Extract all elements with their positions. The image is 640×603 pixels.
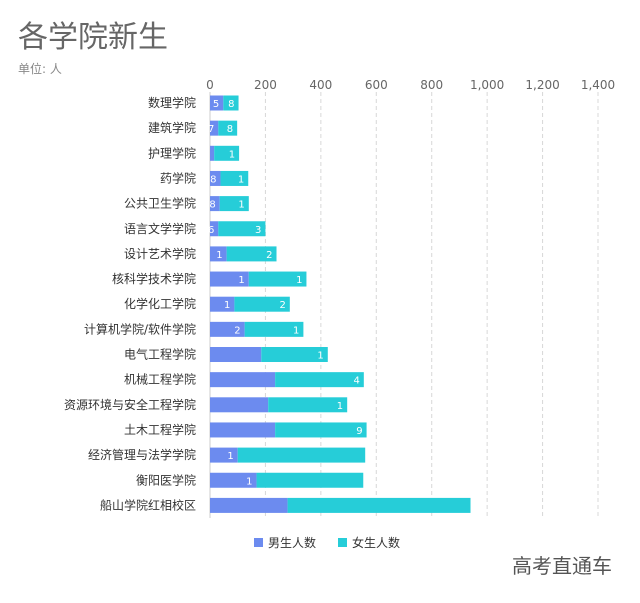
bar-male xyxy=(210,271,249,287)
bar-female xyxy=(234,296,290,312)
watermark: 高考直通车 xyxy=(512,554,612,578)
bar-value-label: 1 xyxy=(246,476,252,487)
category-label: 电气工程学院 xyxy=(124,347,196,362)
bar-female xyxy=(275,422,367,438)
bar-female xyxy=(219,196,249,212)
x-tick-label: 200 xyxy=(254,78,277,92)
bar-value-label: 1 xyxy=(227,451,233,462)
bar-value-label: 1 xyxy=(337,401,343,412)
bar-value-label: 7 xyxy=(208,124,214,135)
bar-male xyxy=(210,221,219,237)
bar-male xyxy=(210,472,257,488)
bar-value-label: 6 xyxy=(208,225,214,236)
bar-female xyxy=(287,497,471,513)
bar-female xyxy=(220,170,249,186)
bar-value-label: 8 xyxy=(210,174,216,185)
bar-value-label: 1 xyxy=(293,325,299,336)
legend-label-female: 女生人数 xyxy=(352,535,400,550)
bar-male xyxy=(210,145,215,161)
legend-label-male: 男生人数 xyxy=(268,535,316,550)
bar-male xyxy=(210,196,220,212)
bar-male xyxy=(210,120,219,136)
x-tick-label: 600 xyxy=(365,78,388,92)
category-label: 衡阳医学院 xyxy=(136,472,196,487)
bar-female xyxy=(244,321,304,337)
category-label: 建筑学院 xyxy=(148,120,196,135)
category-label: 船山学院红相校区 xyxy=(100,497,196,512)
category-label: 核科学技术学院 xyxy=(112,271,196,286)
bar-male xyxy=(210,372,276,388)
category-label: 数理学院 xyxy=(148,95,196,110)
x-tick-label: 800 xyxy=(420,78,443,92)
category-label: 化学化工学院 xyxy=(124,296,196,311)
bar-male xyxy=(210,296,235,312)
bar-male xyxy=(210,347,262,362)
bar-value-label: 1 xyxy=(317,351,323,362)
category-label: 计算机学院/软件学院 xyxy=(84,321,196,336)
category-label: 药学院 xyxy=(160,170,196,185)
bar-value-label: 8 xyxy=(228,99,234,110)
bar-female xyxy=(223,95,239,111)
bar-value-label: 1 xyxy=(296,275,302,286)
legend-swatch-male xyxy=(254,538,263,547)
bar-value-label: 1 xyxy=(224,300,230,311)
bar-value-label: 2 xyxy=(234,325,240,336)
bar-value-label: 1 xyxy=(216,250,222,261)
bar-female xyxy=(237,447,366,463)
bar-male xyxy=(210,321,245,337)
category-label: 语言文学学院 xyxy=(124,221,196,236)
chart-unit: 单位: 人 xyxy=(18,62,62,76)
bar-value-label: 8 xyxy=(209,200,215,211)
x-tick-label: 1,000 xyxy=(470,78,504,92)
bar-male xyxy=(210,246,227,262)
category-label: 护理学院 xyxy=(148,145,196,160)
bar-male xyxy=(210,447,238,463)
bar-male xyxy=(210,422,276,438)
bar-value-label: 1 xyxy=(238,275,244,286)
category-label: 设计艺术学院 xyxy=(124,246,196,261)
bar-male xyxy=(210,397,269,413)
legend-swatch-female xyxy=(338,538,347,547)
category-label: 资源环境与安全工程学院 xyxy=(64,397,196,412)
bar-value-label: 1 xyxy=(204,149,210,160)
bar-male xyxy=(210,170,221,186)
bar-female xyxy=(256,472,364,488)
x-tick-label: 1,200 xyxy=(525,78,559,92)
x-tick-label: 400 xyxy=(309,78,332,92)
bar-value-label: 2 xyxy=(266,250,272,261)
bar-value-label: 3 xyxy=(255,225,261,236)
bar-value-label: 4 xyxy=(353,376,359,387)
bar-value-label: 1 xyxy=(238,200,244,211)
bar-female xyxy=(261,347,328,362)
bar-female xyxy=(275,372,364,388)
bar-female xyxy=(218,120,238,136)
category-label: 机械工程学院 xyxy=(124,372,196,387)
bar-value-label: 2 xyxy=(279,300,285,311)
x-tick-label: 0 xyxy=(206,78,214,92)
category-label: 公共卫生学院 xyxy=(124,196,196,211)
category-label: 土木工程学院 xyxy=(124,422,196,437)
category-label: 经济管理与法学学院 xyxy=(88,447,196,462)
bar-value-label: 9 xyxy=(356,426,362,437)
bar-value-label: 8 xyxy=(227,124,233,135)
x-tick-label: 1,400 xyxy=(581,78,615,92)
bar-female xyxy=(226,246,277,262)
bar-male xyxy=(210,95,224,111)
bar-female xyxy=(248,271,307,287)
bar-value-label: 1 xyxy=(238,174,244,185)
bar-female xyxy=(268,397,348,413)
bar-female xyxy=(218,221,266,237)
bar-value-label: 5 xyxy=(213,99,219,110)
chart-title: 各学院新生 xyxy=(18,20,168,55)
bar-female xyxy=(214,145,240,161)
bar-value-label: 1 xyxy=(229,149,235,160)
bar-male xyxy=(210,497,288,513)
